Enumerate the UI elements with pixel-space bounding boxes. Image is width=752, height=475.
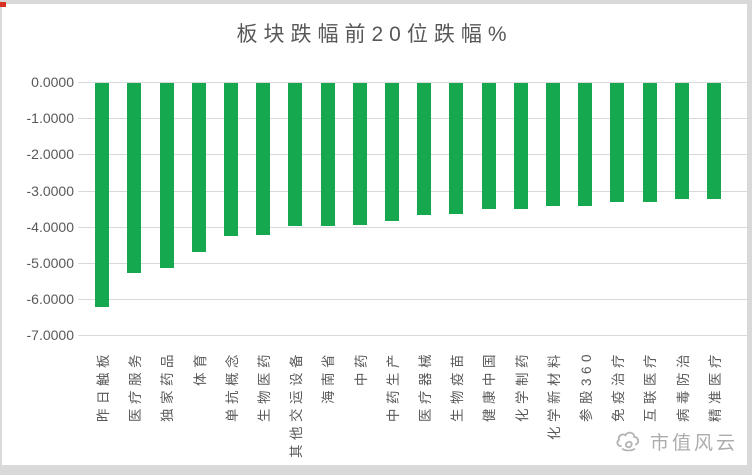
x-axis-category-label: 医疗服务	[118, 350, 150, 465]
cloud-swirl-icon	[616, 431, 640, 452]
x-axis-category-label: 单抗概念	[215, 350, 247, 465]
bar	[385, 83, 399, 221]
y-axis-tick-label: -4.0000	[26, 218, 74, 235]
watermark: 市值风云	[614, 428, 738, 455]
x-axis-category-label: 昨日触板	[86, 350, 118, 465]
x-axis-category-label-text: 中药	[354, 350, 369, 386]
x-axis-category-label-text: 参股360	[579, 350, 594, 423]
red-marker	[0, 2, 6, 7]
gridline	[78, 226, 747, 228]
gridline	[78, 118, 747, 120]
bar	[417, 83, 431, 215]
y-axis-tick-label: -5.0000	[26, 255, 74, 271]
x-axis-category-label: 中药生产	[376, 350, 408, 465]
bar	[288, 83, 302, 226]
x-axis-category-label: 体育	[183, 350, 215, 465]
x-axis-category-label-text: 生物疫苗	[450, 350, 465, 422]
bar	[643, 83, 657, 202]
x-axis-category-label-text: 海南省	[321, 350, 336, 404]
gridline	[78, 299, 747, 301]
x-axis-category-label: 海南省	[311, 350, 343, 465]
y-axis-tick-label: -3.0000	[26, 182, 74, 199]
gridline	[78, 335, 747, 337]
x-axis-category-label-text: 其他交运设备	[289, 350, 304, 458]
bar	[482, 83, 496, 209]
x-axis-category-label-text: 病毒防治	[676, 350, 691, 422]
x-axis-category-label-text: 昨日触板	[96, 350, 111, 422]
chart-panel: 板块跌幅前20位跌幅% 0.0000 -1.0000 -2.0000 -3.0000 -…	[2, 4, 747, 465]
x-axis-category-label: 化学新材料	[537, 350, 569, 465]
x-axis-category-label-text: 精准医疗	[708, 350, 723, 422]
bar	[192, 83, 206, 252]
x-axis-category-label: 中药	[344, 350, 376, 465]
x-axis-category-label: 独家药品	[150, 350, 182, 465]
bar	[224, 83, 238, 236]
gridline	[78, 263, 747, 264]
x-axis-category-label: 化学制药	[505, 350, 537, 465]
watermark-text: 市值风云	[650, 433, 739, 454]
x-axis-category-label-text: 免疫治疗	[611, 350, 626, 422]
bar	[256, 83, 270, 235]
bar	[514, 83, 528, 209]
chart-title: 板块跌幅前20位跌幅%	[236, 23, 513, 46]
bar	[707, 83, 721, 199]
y-axis-tick-label: -7.0000	[26, 327, 74, 344]
x-axis-category-label-text: 医疗服务	[128, 350, 143, 422]
y-axis-tick-label: -1.0000	[26, 110, 74, 127]
gridline	[78, 82, 747, 83]
x-axis-category-label: 健康中国	[472, 350, 504, 465]
x-axis-category-label-text: 独家药品	[160, 350, 175, 422]
y-axis-tick-label: -6.0000	[26, 291, 74, 308]
y-axis-tick-label: 0.0000	[31, 74, 74, 90]
x-axis-category-label-text: 化学制药	[515, 350, 530, 422]
x-axis-category-label-text: 单抗概念	[225, 350, 240, 422]
x-axis-category-label-text: 化学新材料	[547, 350, 562, 440]
x-axis-category-label-text: 体育	[193, 350, 208, 386]
gridline	[78, 154, 747, 156]
bar	[321, 83, 335, 226]
x-axis-category-label-text: 生物医药	[257, 350, 272, 422]
x-axis-category-label-text: 医疗器械	[418, 350, 433, 422]
bar	[675, 83, 689, 199]
bar	[160, 83, 174, 268]
bar	[546, 83, 560, 206]
bar	[578, 83, 592, 206]
x-axis-category-label: 生物医药	[247, 350, 279, 465]
x-axis-category-label: 医疗器械	[408, 350, 440, 465]
bar	[95, 83, 109, 307]
x-axis-category-label-text: 互联医疗	[643, 350, 658, 422]
bar	[353, 83, 367, 225]
bar	[610, 83, 624, 202]
x-axis-category-label-text: 健康中国	[482, 350, 497, 422]
x-axis-category-label-text: 中药生产	[386, 350, 401, 422]
gridline	[78, 190, 747, 192]
bar	[449, 83, 463, 214]
bar	[127, 83, 141, 273]
y-axis-tick-label: -2.0000	[26, 146, 74, 163]
x-axis-category-label: 参股360	[569, 350, 601, 465]
x-axis-category-label: 生物疫苗	[440, 350, 472, 465]
x-axis-category-label: 其他交运设备	[279, 350, 311, 465]
